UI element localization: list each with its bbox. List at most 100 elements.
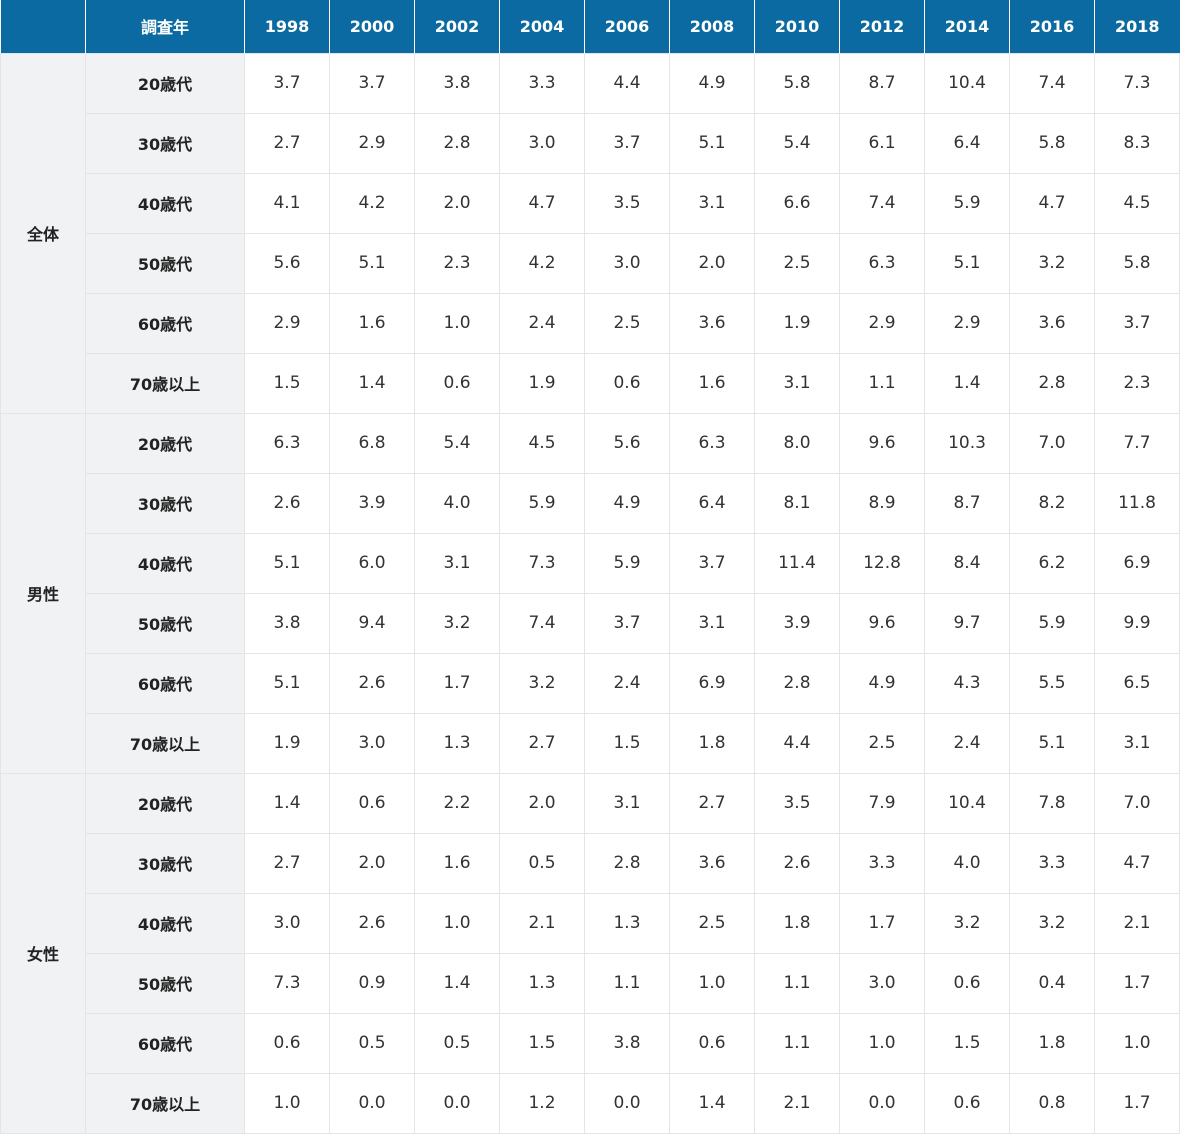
value-cell: 4.7 — [1009, 172, 1095, 234]
value-cell: 4.9 — [839, 652, 925, 714]
value-cell: 9.9 — [1094, 592, 1180, 654]
header-year-cell: 2010 — [754, 0, 840, 53]
value-cell: 6.5 — [1094, 652, 1180, 714]
value-cell: 3.1 — [754, 352, 840, 414]
value-cell: 1.6 — [329, 292, 415, 354]
table-row: 50歳代 3.8 9.4 3.2 7.4 3.7 3.1 3.9 9.6 9.7 5.9 9.9 — [1, 592, 1180, 654]
table-row: 女性 20歳代 1.4 0.6 2.2 2.0 3.1 2.7 3.5 7.9 10.4 7.8 7.0 — [0, 772, 1180, 1134]
value-cell: 2.4 — [499, 292, 585, 354]
value-cell: 3.2 — [1009, 232, 1095, 294]
value-cell: 8.0 — [754, 412, 840, 474]
age-label-cell: 40歳代 — [85, 892, 245, 954]
value-cell: 5.8 — [1094, 232, 1180, 294]
age-label-cell: 60歳代 — [85, 652, 245, 714]
value-cell: 4.0 — [414, 472, 500, 534]
value-cell: 6.3 — [839, 232, 925, 294]
value-cell: 6.9 — [669, 652, 755, 714]
value-cell: 2.6 — [244, 472, 330, 534]
value-cell: 4.2 — [329, 172, 415, 234]
value-cell: 1.9 — [244, 712, 330, 774]
value-cell: 0.6 — [329, 772, 415, 834]
value-cell: 5.8 — [754, 52, 840, 114]
table-row: 60歳代 2.9 1.6 1.0 2.4 2.5 3.6 1.9 2.9 2.9 3.6 3.7 — [1, 292, 1180, 354]
age-label-cell: 40歳代 — [85, 172, 245, 234]
value-cell: 3.5 — [584, 172, 670, 234]
value-cell: 1.0 — [414, 892, 500, 954]
table-body: 全体 20歳代 3.7 3.7 3.8 3.3 4.4 4.9 5.8 8.7 10.4 7.4 7.3… — [0, 52, 1180, 1134]
age-label-cell: 60歳代 — [85, 292, 245, 354]
value-cell: 5.9 — [1009, 592, 1095, 654]
value-cell: 0.0 — [329, 1072, 415, 1134]
value-cell: 3.2 — [414, 592, 500, 654]
value-cell: 8.7 — [924, 472, 1010, 534]
value-cell: 6.6 — [754, 172, 840, 234]
value-cell: 0.0 — [414, 1072, 500, 1134]
value-cell: 4.7 — [499, 172, 585, 234]
value-cell: 1.5 — [924, 1012, 1010, 1074]
value-cell: 3.1 — [414, 532, 500, 594]
value-cell: 5.8 — [1009, 112, 1095, 174]
value-cell: 3.7 — [329, 52, 415, 114]
value-cell: 3.0 — [499, 112, 585, 174]
header-row: 調査年 1998 2000 2002 2004 2006 2008 2010 2… — [0, 0, 1180, 53]
value-cell: 1.1 — [839, 352, 925, 414]
value-cell: 2.6 — [329, 892, 415, 954]
value-cell: 1.1 — [754, 952, 840, 1014]
value-cell: 1.5 — [499, 1012, 585, 1074]
age-label-cell: 30歳代 — [85, 832, 245, 894]
value-cell: 4.2 — [499, 232, 585, 294]
value-cell: 2.2 — [414, 772, 500, 834]
value-cell: 5.1 — [329, 232, 415, 294]
value-cell: 1.2 — [499, 1072, 585, 1134]
value-cell: 3.2 — [1009, 892, 1095, 954]
value-cell: 3.6 — [669, 832, 755, 894]
value-cell: 8.1 — [754, 472, 840, 534]
value-cell: 1.8 — [669, 712, 755, 774]
value-cell: 1.3 — [499, 952, 585, 1014]
value-cell: 5.6 — [244, 232, 330, 294]
value-cell: 2.8 — [414, 112, 500, 174]
value-cell: 5.4 — [414, 412, 500, 474]
value-cell: 3.7 — [1094, 292, 1180, 354]
value-cell: 0.0 — [584, 1072, 670, 1134]
value-cell: 2.1 — [499, 892, 585, 954]
value-cell: 6.4 — [924, 112, 1010, 174]
value-cell: 0.6 — [244, 1012, 330, 1074]
value-cell: 1.8 — [1009, 1012, 1095, 1074]
value-cell: 1.1 — [754, 1012, 840, 1074]
value-cell: 1.0 — [1094, 1012, 1180, 1074]
header-year-cell: 2004 — [499, 0, 585, 53]
value-cell: 7.7 — [1094, 412, 1180, 474]
age-label-cell: 50歳代 — [85, 232, 245, 294]
header-corner-cell — [0, 0, 86, 53]
header-year-cell: 2000 — [329, 0, 415, 53]
value-cell: 2.6 — [754, 832, 840, 894]
value-cell: 4.9 — [669, 52, 755, 114]
value-cell: 2.7 — [244, 112, 330, 174]
header-year-cell: 1998 — [244, 0, 330, 53]
value-cell: 3.6 — [1009, 292, 1095, 354]
value-cell: 2.5 — [754, 232, 840, 294]
value-cell: 3.1 — [669, 172, 755, 234]
value-cell: 10.4 — [924, 772, 1010, 834]
age-label-cell: 20歳代 — [85, 772, 245, 834]
header-year-cell: 2018 — [1094, 0, 1180, 53]
table-row: 30歳代 2.6 3.9 4.0 5.9 4.9 6.4 8.1 8.9 8.7 8.2 11.8 — [1, 472, 1180, 534]
value-cell: 0.0 — [839, 1072, 925, 1134]
value-cell: 2.9 — [839, 292, 925, 354]
value-cell: 1.9 — [499, 352, 585, 414]
value-cell: 7.0 — [1094, 772, 1180, 834]
age-label-cell: 50歳代 — [85, 592, 245, 654]
value-cell: 3.6 — [669, 292, 755, 354]
value-cell: 3.0 — [329, 712, 415, 774]
value-cell: 9.7 — [924, 592, 1010, 654]
value-cell: 3.8 — [244, 592, 330, 654]
value-cell: 1.6 — [414, 832, 500, 894]
value-cell: 2.0 — [414, 172, 500, 234]
value-cell: 6.3 — [669, 412, 755, 474]
value-cell: 3.7 — [669, 532, 755, 594]
value-cell: 7.3 — [244, 952, 330, 1014]
value-cell: 6.3 — [244, 412, 330, 474]
value-cell: 2.7 — [669, 772, 755, 834]
value-cell: 10.3 — [924, 412, 1010, 474]
